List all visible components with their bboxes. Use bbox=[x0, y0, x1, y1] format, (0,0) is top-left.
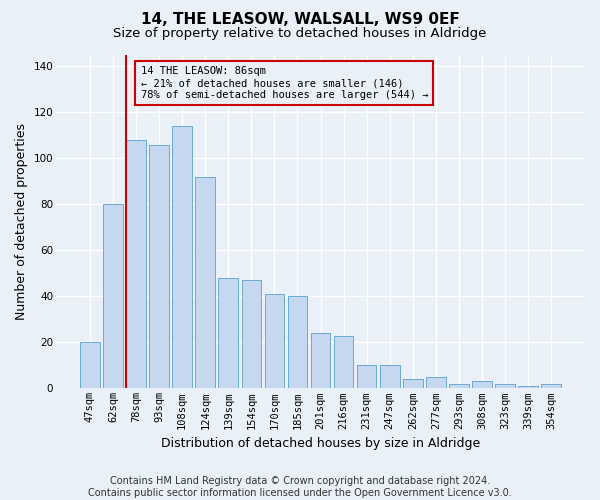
Bar bbox=[403, 379, 422, 388]
X-axis label: Distribution of detached houses by size in Aldridge: Distribution of detached houses by size … bbox=[161, 437, 480, 450]
Bar bbox=[287, 296, 307, 388]
Bar bbox=[103, 204, 123, 388]
Bar bbox=[334, 336, 353, 388]
Bar bbox=[265, 294, 284, 388]
Bar bbox=[357, 366, 376, 388]
Text: 14, THE LEASOW, WALSALL, WS9 0EF: 14, THE LEASOW, WALSALL, WS9 0EF bbox=[140, 12, 460, 28]
Y-axis label: Number of detached properties: Number of detached properties bbox=[15, 123, 28, 320]
Bar bbox=[495, 384, 515, 388]
Bar bbox=[218, 278, 238, 388]
Bar bbox=[196, 177, 215, 388]
Bar bbox=[472, 382, 492, 388]
Bar bbox=[149, 144, 169, 388]
Bar bbox=[518, 386, 538, 388]
Text: Contains HM Land Registry data © Crown copyright and database right 2024.
Contai: Contains HM Land Registry data © Crown c… bbox=[88, 476, 512, 498]
Text: 14 THE LEASOW: 86sqm
← 21% of detached houses are smaller (146)
78% of semi-deta: 14 THE LEASOW: 86sqm ← 21% of detached h… bbox=[140, 66, 428, 100]
Bar bbox=[380, 366, 400, 388]
Bar bbox=[80, 342, 100, 388]
Bar bbox=[426, 377, 446, 388]
Bar bbox=[172, 126, 192, 388]
Bar bbox=[126, 140, 146, 388]
Bar bbox=[242, 280, 261, 388]
Bar bbox=[449, 384, 469, 388]
Text: Size of property relative to detached houses in Aldridge: Size of property relative to detached ho… bbox=[113, 28, 487, 40]
Bar bbox=[541, 384, 561, 388]
Bar bbox=[311, 333, 331, 388]
